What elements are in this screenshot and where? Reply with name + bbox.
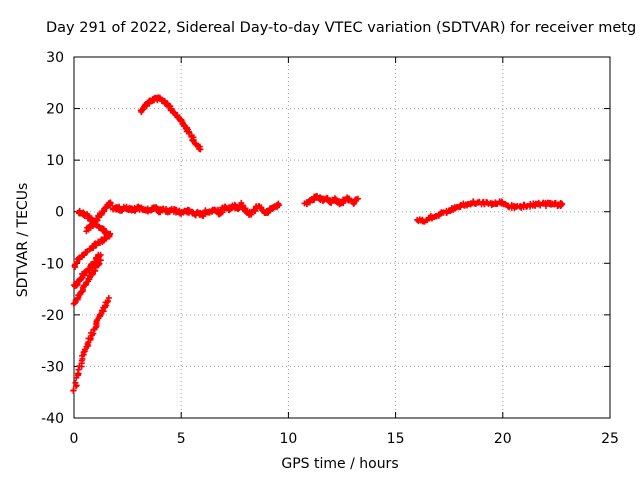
y-axis-label: SDTVAR / TECUs — [15, 182, 31, 298]
data-point — [75, 366, 82, 373]
x-axis-label: GPS time / hours — [281, 456, 399, 472]
data-point — [97, 251, 104, 258]
x-tick-label: 20 — [494, 431, 512, 447]
x-tick-label: 25 — [601, 431, 619, 447]
data-point — [72, 379, 79, 386]
series-arc-main — [110, 199, 282, 220]
series-arc-low-3 — [70, 251, 104, 290]
data-point — [105, 294, 112, 301]
data-point — [558, 202, 565, 209]
data-point — [83, 249, 90, 255]
data-point — [559, 201, 566, 208]
data-point — [104, 298, 111, 305]
series-arc-x-2 — [83, 199, 114, 235]
axis-ticks: 0 5 10 15 20 25 -40 -30 -20 -10 0 10 20 30 — [41, 50, 619, 447]
data-points — [70, 94, 566, 394]
x-tick-label: 10 — [279, 431, 297, 447]
grid-lines — [74, 57, 610, 418]
series-arc-mid — [301, 193, 361, 208]
series-arc-late — [414, 198, 566, 225]
y-tick-label: -20 — [41, 308, 64, 324]
y-tick-label: 0 — [55, 205, 64, 221]
y-tick-label: -30 — [41, 359, 64, 375]
data-point — [197, 146, 204, 153]
chart-title: Day 291 of 2022, Sidereal Day-to-day VTE… — [46, 20, 637, 36]
x-tick-label: 5 — [177, 431, 186, 447]
data-point — [354, 195, 361, 202]
data-point — [106, 232, 113, 239]
y-tick-label: 30 — [46, 50, 64, 66]
y-tick-label: -10 — [41, 256, 64, 272]
data-point — [93, 217, 100, 224]
y-tick-label: 10 — [46, 153, 64, 169]
data-point — [275, 202, 282, 209]
data-point — [90, 244, 97, 251]
x-tick-label: 15 — [387, 431, 405, 447]
plot-frame — [73, 56, 611, 419]
series-arc-high — [137, 94, 204, 153]
data-point — [70, 387, 77, 394]
y-tick-label: -40 — [41, 411, 64, 427]
x-tick-label: 0 — [70, 431, 79, 447]
series-arc-low-1 — [70, 294, 112, 394]
y-tick-label: 20 — [46, 102, 64, 118]
data-point — [107, 200, 114, 207]
data-point — [190, 136, 197, 143]
